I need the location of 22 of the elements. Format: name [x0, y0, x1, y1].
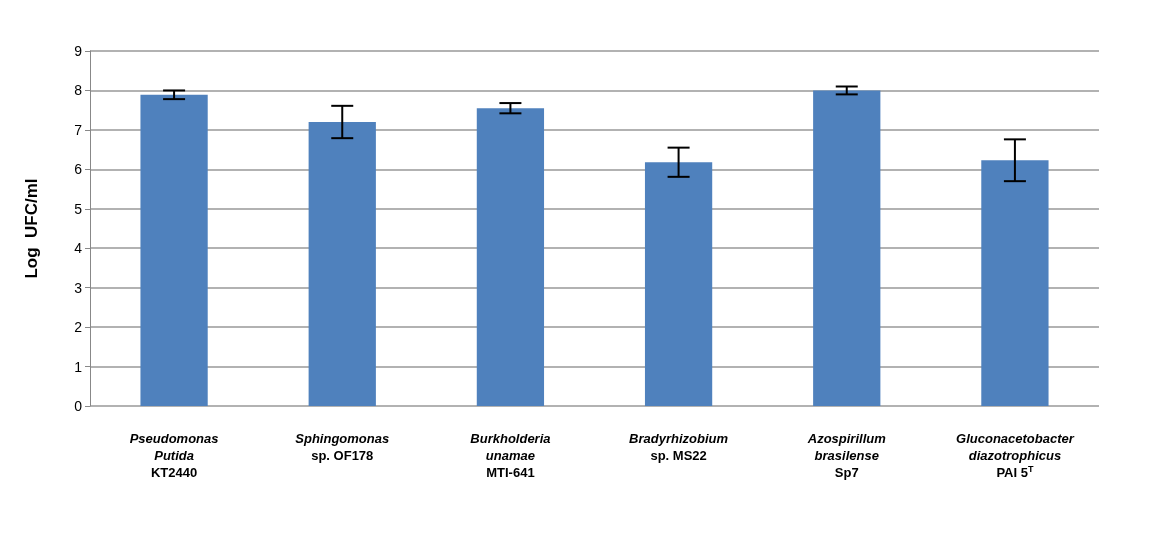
y-tick-label: 7	[74, 121, 83, 138]
y-tick-label: 9	[74, 43, 83, 59]
y-tick-label: 1	[74, 358, 83, 375]
bar	[981, 160, 1049, 406]
y-tick-label: 6	[74, 161, 83, 178]
y-tick-label: 4	[74, 240, 83, 257]
y-tick-label: 5	[74, 200, 83, 217]
bar	[813, 90, 881, 406]
y-axis-title: Log UFC/ml	[22, 178, 41, 279]
x-tick-label: Bradyrhizobium sp. MS22	[629, 431, 729, 463]
bar	[308, 122, 376, 406]
y-tick-label: 8	[74, 82, 83, 99]
bar	[644, 162, 713, 406]
y-tick-label: 3	[74, 279, 83, 296]
y-tick-label: 0	[74, 398, 83, 414]
x-tick-label: Sphingomonas sp. OF178	[295, 431, 390, 463]
x-tick-label: Azospirillum brasilense Sp7	[806, 431, 887, 480]
bar	[140, 94, 208, 406]
bar	[476, 108, 545, 406]
x-tick-label: Burkholderia unamae MTI-641	[470, 431, 551, 480]
x-tick-label: Pseudomonas Putida KT2440	[129, 431, 219, 480]
y-tick-label: 2	[74, 319, 83, 336]
